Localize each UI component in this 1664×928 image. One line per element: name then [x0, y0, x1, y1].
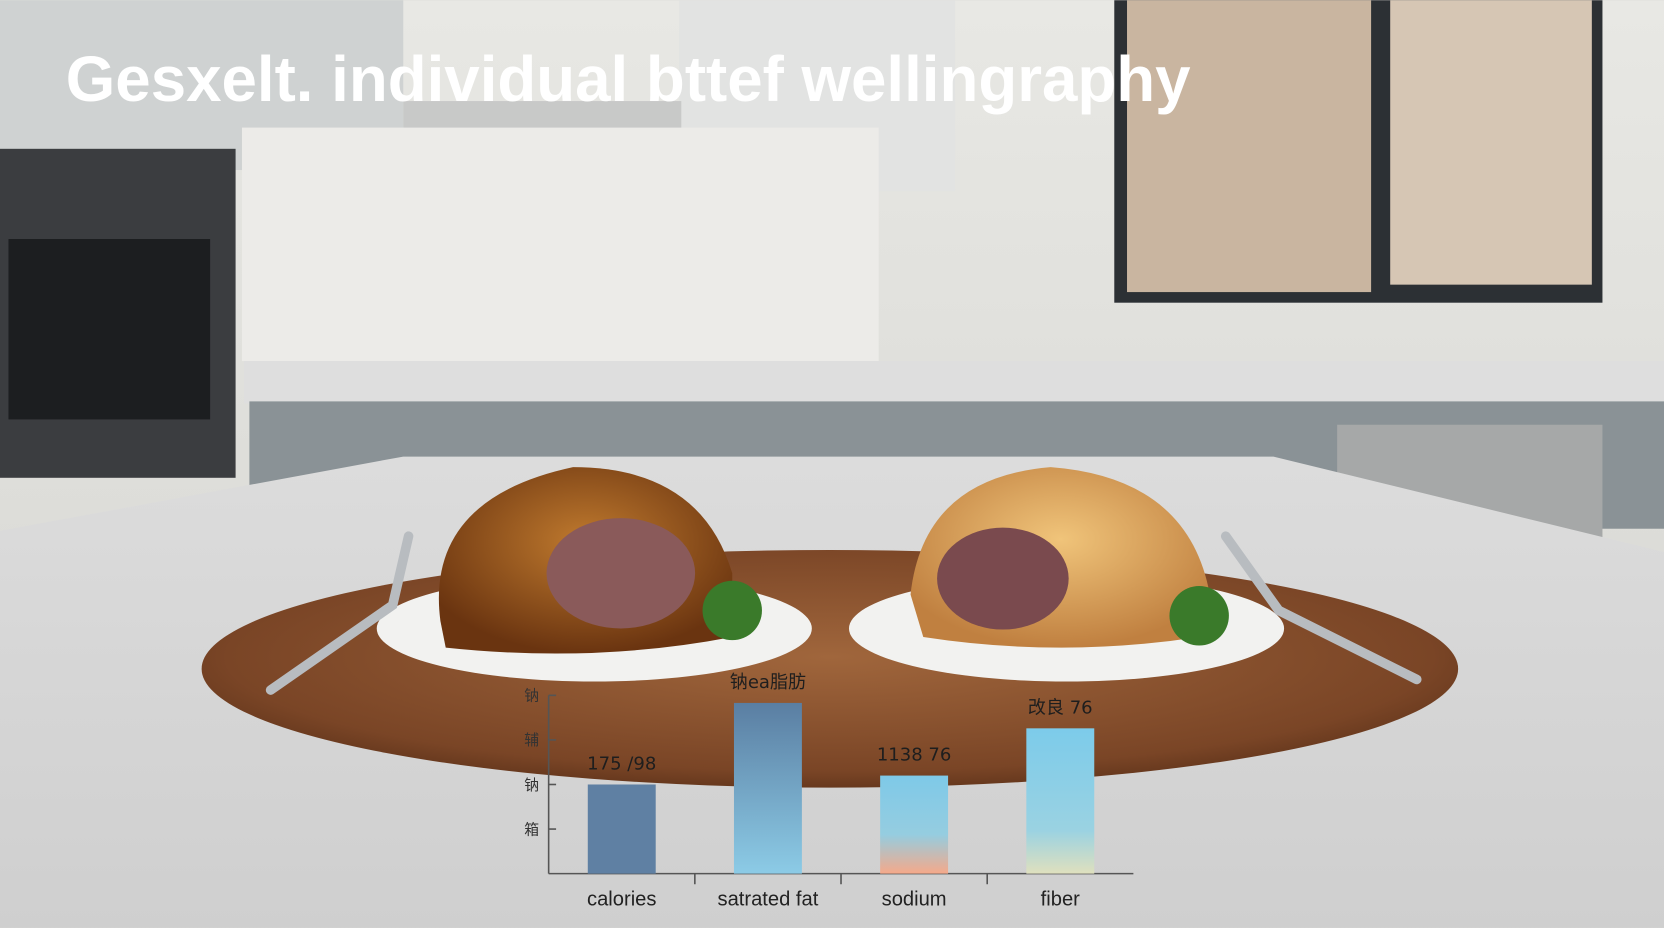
x-tick-label: calories	[587, 888, 656, 910]
bar	[587, 784, 656, 874]
annotation: 1138 76	[877, 745, 952, 766]
window-view	[1127, 0, 1372, 293]
backsplash	[241, 127, 879, 362]
fork	[1220, 531, 1422, 685]
bar	[1026, 728, 1095, 874]
x-tick-label: fiber	[1041, 888, 1080, 910]
annotation: 钠ea脂肪	[730, 672, 806, 693]
x-tick-label: sodium	[882, 888, 947, 910]
chart-title: Gesxelt. individual bttef wellingraphy	[66, 44, 1191, 115]
counter-top	[244, 361, 1664, 404]
wooden-tray	[201, 549, 1459, 788]
y-tick-label: 箱	[524, 820, 539, 838]
y-tick-label: 钠	[524, 776, 539, 794]
oven-door	[8, 239, 211, 420]
annotation: 改良 76	[1028, 697, 1093, 718]
beef-slice	[937, 527, 1069, 630]
annotation: 175 /98	[587, 754, 656, 775]
bar	[733, 702, 802, 874]
y-tick-label: 辅	[524, 731, 539, 749]
bar	[880, 775, 949, 874]
parsley	[1169, 586, 1229, 646]
beef-slice	[546, 518, 696, 629]
x-tick-label: satrated fat	[718, 888, 819, 910]
y-tick-label: 钠	[524, 687, 539, 705]
fork	[265, 531, 414, 695]
parsley	[702, 580, 762, 641]
window-view	[1390, 0, 1592, 285]
